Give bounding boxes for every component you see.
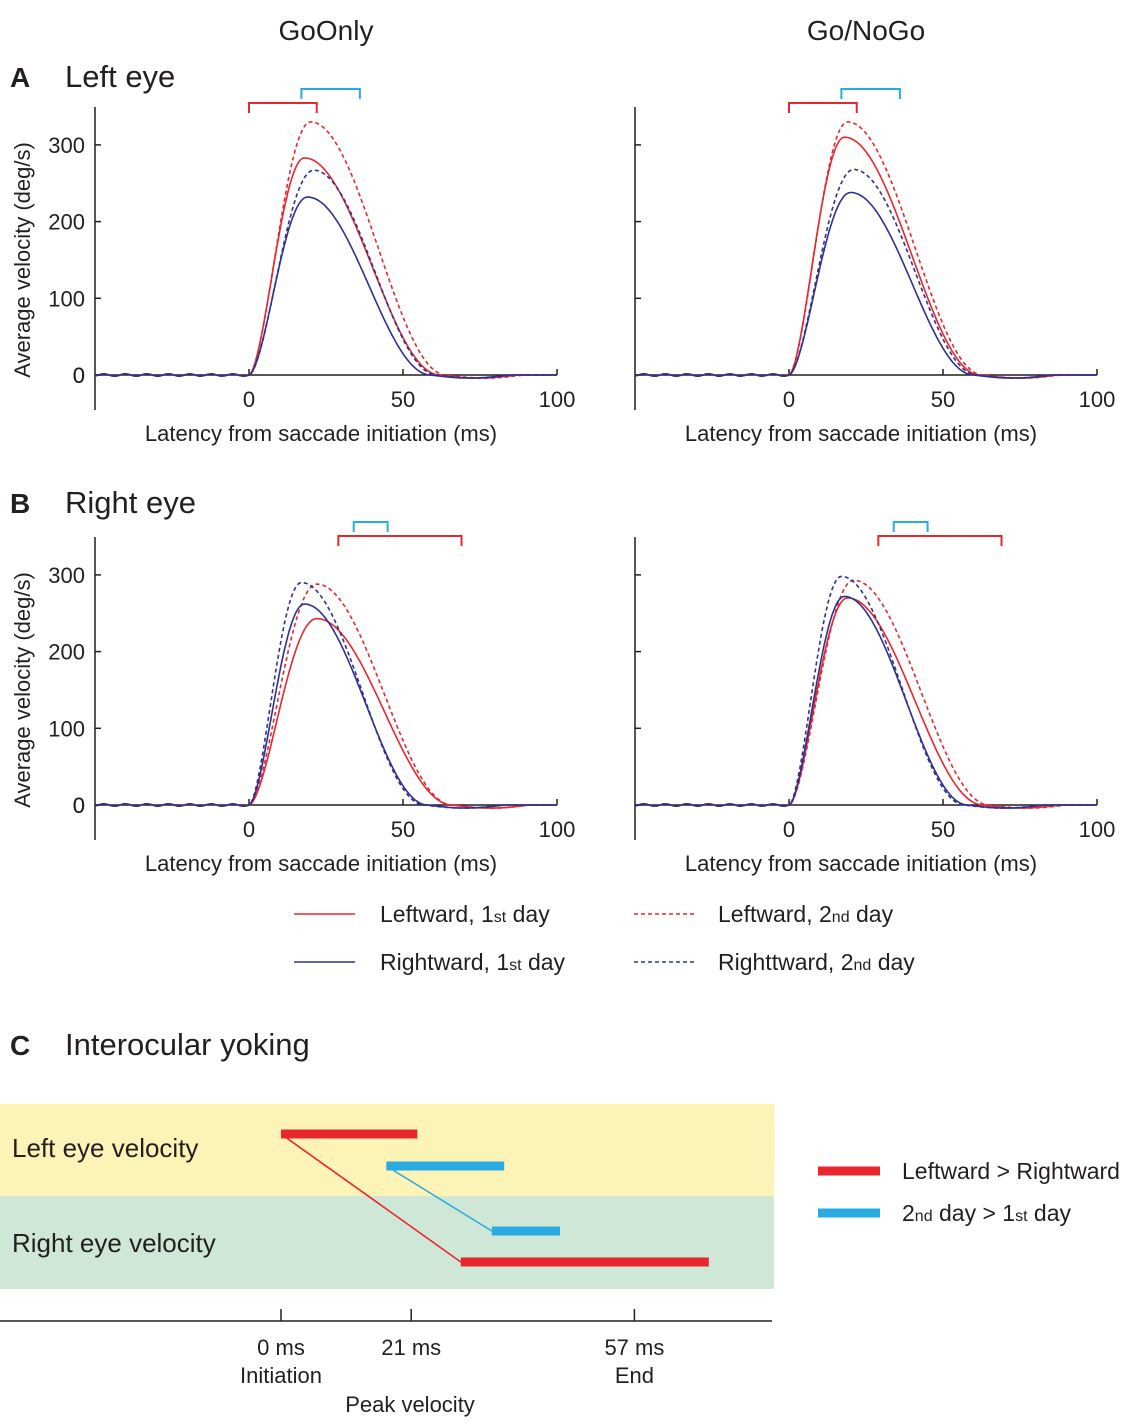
- series-line-leftward-day2: [94, 121, 557, 379]
- y-tick-label: 100: [48, 716, 85, 741]
- series-line-leftward-day2: [634, 579, 1097, 809]
- time-tick-label: 21 ms: [381, 1335, 441, 1360]
- yoking-timeline: Left eye velocity Right eye velocity 0 ms I…: [0, 1104, 1120, 1417]
- series-line-rightward-day2: [94, 169, 557, 379]
- plot-b-gonogo: 0 50 100 Latency from saccade initiation (m…: [634, 521, 1116, 876]
- x-axis-label: Latency from saccade initiation (ms): [145, 851, 497, 876]
- legend-label-leftward-day1: Leftward, 1st day: [380, 901, 550, 927]
- x-tick-label: 0: [243, 817, 255, 842]
- time-tick-label: 0 ms: [257, 1335, 305, 1360]
- significance-bracket: [788, 102, 858, 113]
- x-tick-label: 0: [243, 387, 255, 412]
- panel-c-title: Interocular yoking: [65, 1027, 310, 1062]
- row-label-right-eye: Right eye velocity: [12, 1228, 216, 1258]
- legend-label-rightward-day2: Righttward, 2nd day: [718, 949, 915, 975]
- y-tick-label: 300: [48, 563, 85, 588]
- x-tick-label: 50: [931, 817, 955, 842]
- significance-bracket: [248, 102, 318, 113]
- series-line-rightward-day1: [94, 603, 557, 809]
- x-tick-label: 100: [1079, 817, 1116, 842]
- legend-label-leftward-day2: Leftward, 2nd day: [718, 901, 894, 927]
- x-tick-label: 100: [539, 817, 576, 842]
- series-line-leftward-day1: [94, 617, 557, 809]
- y-tick-label: 200: [48, 210, 85, 235]
- series-line-rightward-day2: [94, 581, 557, 809]
- time-tick-sublabel: Initiation: [240, 1363, 322, 1388]
- x-tick-label: 100: [539, 387, 576, 412]
- x-tick-label: 0: [783, 817, 795, 842]
- left-eye-band: [0, 1104, 774, 1196]
- legend-label-rightward-day1: Rightward, 1st day: [380, 949, 566, 975]
- panel-a-letter: A: [10, 62, 30, 93]
- x-tick-label: 100: [1079, 387, 1116, 412]
- series-line-leftward-day1: [634, 597, 1097, 809]
- x-tick-label: 50: [391, 817, 415, 842]
- significance-bracket: [300, 88, 361, 99]
- series-line-rightward-day1: [94, 196, 557, 379]
- x-axis-label: Latency from saccade initiation (ms): [685, 421, 1037, 446]
- time-tick-label: 57 ms: [604, 1335, 664, 1360]
- panel-a-title: Left eye: [65, 59, 175, 94]
- row-label-left-eye: Left eye velocity: [12, 1133, 198, 1163]
- connector-leftward: [280, 1133, 462, 1263]
- y-tick-label: 0: [73, 793, 85, 818]
- time-tick-sublabel: End: [615, 1363, 654, 1388]
- x-tick-label: 50: [391, 387, 415, 412]
- column-title-gonogo: Go/NoGo: [807, 15, 925, 46]
- series-line-rightward-day2: [634, 168, 1097, 379]
- y-tick-label: 300: [48, 133, 85, 158]
- significance-bracket: [352, 521, 389, 532]
- plot-a-gonogo: 0 50 100 Latency from saccade initiation (m…: [634, 88, 1116, 446]
- panel-b-letter: B: [10, 488, 30, 519]
- legend-c-label-leftward: Leftward > Rightward: [902, 1158, 1120, 1184]
- x-axis-label: Latency from saccade initiation (ms): [145, 421, 497, 446]
- series-line-rightward-day1: [634, 595, 1097, 809]
- connector-second-day: [385, 1165, 493, 1232]
- significance-bracket: [877, 535, 1003, 546]
- x-axis-label: Latency from saccade initiation (ms): [685, 851, 1037, 876]
- significance-bracket: [892, 521, 929, 532]
- y-tick-label: 0: [73, 363, 85, 388]
- significance-bracket: [840, 88, 901, 99]
- y-axis-label: Average velocity (deg/s): [10, 572, 35, 808]
- y-tick-label: 0: [73, 793, 85, 818]
- time-axis-note: Peak velocity: [345, 1392, 475, 1417]
- column-title-goonly: GoOnly: [279, 15, 374, 46]
- panel-c-letter: C: [10, 1030, 30, 1061]
- y-tick-label: 0: [73, 363, 85, 388]
- y-tick-label: 100: [48, 286, 85, 311]
- series-line-leftward-day2: [634, 121, 1097, 379]
- series-line-rightward-day1: [634, 191, 1097, 379]
- x-tick-label: 50: [931, 387, 955, 412]
- y-tick-label: 200: [48, 640, 85, 665]
- right-eye-band: [0, 1196, 774, 1289]
- legend-c-label-second-day: 2nd day > 1st day: [902, 1200, 1072, 1226]
- y-axis-label: Average velocity (deg/s): [10, 142, 35, 378]
- series-line-leftward-day1: [94, 157, 557, 379]
- legend: Leftward, 1st day Leftward, 2nd day Rightw…: [294, 901, 915, 975]
- series-line-leftward-day1: [634, 136, 1097, 379]
- series-line-rightward-day2: [634, 575, 1097, 809]
- significance-bracket: [337, 535, 463, 546]
- x-tick-label: 0: [783, 387, 795, 412]
- panel-b-title: Right eye: [65, 485, 196, 520]
